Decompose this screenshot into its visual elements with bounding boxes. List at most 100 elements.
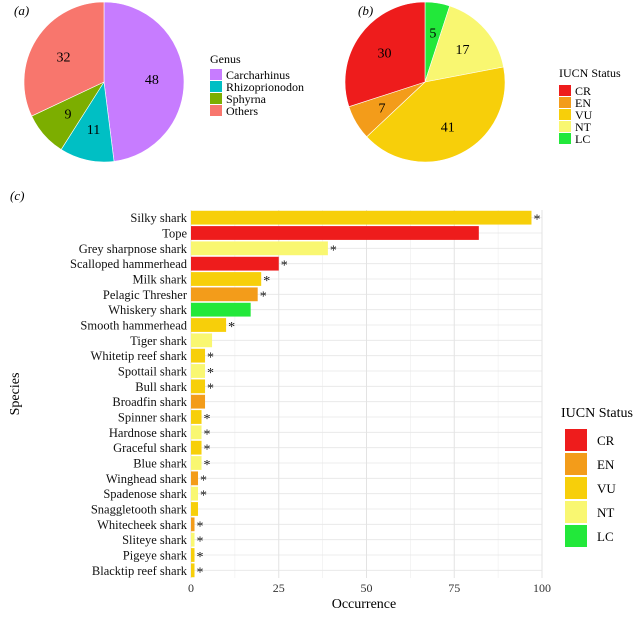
pie-chart-iucn: 5 17 41 7 30 <box>344 1 506 163</box>
y-tick-label-milk-shark: Milk shark <box>132 273 187 287</box>
legend-iucn-bar-label-vu: VU <box>597 481 616 496</box>
legend-iucn-pie-label-cr: CR <box>575 84 591 98</box>
y-tick-label-grey-sharpnose-shark: Grey sharpnose shark <box>79 242 188 256</box>
y-tick-label-spinner-shark: Spinner shark <box>118 411 188 425</box>
y-tick-label-broadfin-shark: Broadfin shark <box>112 395 187 409</box>
y-tick-label-silky-shark: Silky shark <box>130 211 187 225</box>
legend-iucn-bar: IUCN Status CR EN VU NT LC <box>561 406 633 547</box>
x-tick-label-25: 25 <box>273 581 285 595</box>
legend-iucn-pie-label-nt: NT <box>575 120 592 134</box>
y-tick-label-smooth-hammerhead: Smooth hammerhead <box>80 319 187 333</box>
y-tick-label-tope: Tope <box>162 227 187 241</box>
significance-marker-whitetip-reef-shark: * <box>207 351 214 366</box>
significance-marker-pelagic-thresher: * <box>260 289 267 304</box>
y-tick-label-hardnose-shark: Hardnose shark <box>109 426 188 440</box>
significance-marker-hardnose-shark: * <box>204 427 211 442</box>
y-tick-label-graceful-shark: Graceful shark <box>113 441 188 455</box>
significance-marker-silky-shark: * <box>533 213 540 228</box>
x-tick-label-0: 0 <box>188 581 194 595</box>
pie-iucn-slice-nt <box>424 5 504 83</box>
bar-pigeye-shark <box>191 548 195 562</box>
pie-genus-value-rhizoprionodon: 11 <box>87 123 100 138</box>
x-tick-label-75: 75 <box>448 581 460 595</box>
legend-iucn-bar-label-nt: NT <box>597 505 614 520</box>
x-axis-label: Occurrence <box>332 597 397 612</box>
y-tick-label-spadenose-shark: Spadenose shark <box>103 487 187 501</box>
bar-scalloped-hammerhead <box>191 256 279 271</box>
legend-genus-swatch-sphyrna <box>210 93 222 104</box>
pie-genus-value-carcharhinus: 48 <box>145 73 159 88</box>
bar-sliteye-shark <box>191 532 195 547</box>
pie-iucn-value-cr: 30 <box>378 47 392 62</box>
significance-marker-winghead-shark: * <box>200 473 207 488</box>
x-tick-label-50: 50 <box>361 581 373 595</box>
y-tick-label-blue-shark: Blue shark <box>133 457 188 471</box>
bar-tiger-shark <box>191 333 213 348</box>
panel-label-b: (b) <box>358 3 373 18</box>
legend-genus-swatch-rhizoprionodon <box>210 81 222 92</box>
panel-label-c: (c) <box>10 188 24 203</box>
pie-iucn-value-en: 7 <box>378 101 385 116</box>
y-tick-label-whiskery-shark: Whiskery shark <box>108 303 188 317</box>
legend-iucn-pie-label-en: EN <box>575 96 591 110</box>
y-tick-label-blacktip-reef-shark: Blacktip reef shark <box>92 564 188 578</box>
bar-hardnose-shark <box>191 425 202 440</box>
legend-genus-title: Genus <box>210 52 241 66</box>
legend-iucn-pie-swatch-vu <box>559 109 571 120</box>
legend-iucn-bar-label-en: EN <box>597 457 615 472</box>
legend-iucn-pie-label-lc: LC <box>575 132 590 146</box>
significance-marker-blue-shark: * <box>204 458 211 473</box>
bar-bull-shark <box>191 379 206 394</box>
significance-marker-scalloped-hammerhead: * <box>281 259 288 274</box>
bar-whitecheek-shark <box>191 517 195 532</box>
significance-marker-bull-shark: * <box>207 381 214 396</box>
legend-iucn-pie-swatch-cr <box>559 85 571 96</box>
bar-snaggletooth-shark <box>191 502 199 516</box>
y-tick-label-tiger-shark: Tiger shark <box>130 334 188 348</box>
bar-spadenose-shark <box>191 486 199 501</box>
y-tick-label-bull-shark: Bull shark <box>135 380 187 394</box>
legend-iucn-pie-label-vu: VU <box>575 108 593 122</box>
significance-marker-spottail-shark: * <box>207 366 214 381</box>
legend-iucn-bar-label-lc: LC <box>597 529 614 544</box>
pie-iucn-value-vu: 41 <box>441 121 455 136</box>
legend-iucn-pie-swatch-lc <box>559 133 571 144</box>
pie-genus-value-sphyrna: 9 <box>64 108 71 123</box>
legend-genus-label-carcharhinus: Carcharhinus <box>226 68 290 82</box>
bar-silky-shark <box>191 210 532 225</box>
significance-marker-spinner-shark: * <box>204 412 211 427</box>
y-tick-label-spottail-shark: Spottail shark <box>118 365 188 379</box>
legend-genus: Genus CarcharhinusRhizoprionodonSphyrnaO… <box>210 52 304 118</box>
bar-winghead-shark <box>191 471 199 486</box>
y-axis-label: Species <box>8 373 23 416</box>
legend-genus-label-others: Others <box>226 104 258 118</box>
pie-iucn-value-lc: 5 <box>429 27 436 42</box>
significance-marker-sliteye-shark: * <box>197 535 204 550</box>
legend-iucn-pie-title: IUCN Status <box>559 66 621 80</box>
bar-blue-shark <box>191 456 202 470</box>
bar-whitetip-reef-shark <box>191 348 206 363</box>
pie-genus-value-others: 32 <box>56 50 70 65</box>
significance-marker-whitecheek-shark: * <box>197 519 204 534</box>
pie-iucn-value-nt: 17 <box>456 43 470 58</box>
panel-label-a: (a) <box>14 3 29 18</box>
bar-spinner-shark <box>191 410 202 424</box>
pie-genus-slice-others <box>23 1 105 117</box>
bar-blacktip-reef-shark <box>191 563 195 578</box>
pie-chart-genus: 48 11 9 32 <box>23 1 185 163</box>
bar-spottail-shark <box>191 364 206 378</box>
y-tick-label-winghead-shark: Winghead shark <box>106 472 188 486</box>
pie-genus-slice-carcharhinus <box>103 1 185 162</box>
legend-genus-swatch-carcharhinus <box>210 69 222 80</box>
significance-marker-milk-shark: * <box>263 274 270 289</box>
bar-grey-sharpnose-shark <box>191 241 328 256</box>
bar-smooth-hammerhead <box>191 318 227 332</box>
y-tick-label-pigeye-shark: Pigeye shark <box>123 549 188 563</box>
y-tick-label-whitecheek-shark: Whitecheek shark <box>97 518 188 532</box>
pie-iucn-slice-vu <box>366 66 506 163</box>
legend-iucn-bar-label-cr: CR <box>597 433 615 448</box>
y-tick-label-sliteye-shark: Sliteye shark <box>122 533 188 547</box>
